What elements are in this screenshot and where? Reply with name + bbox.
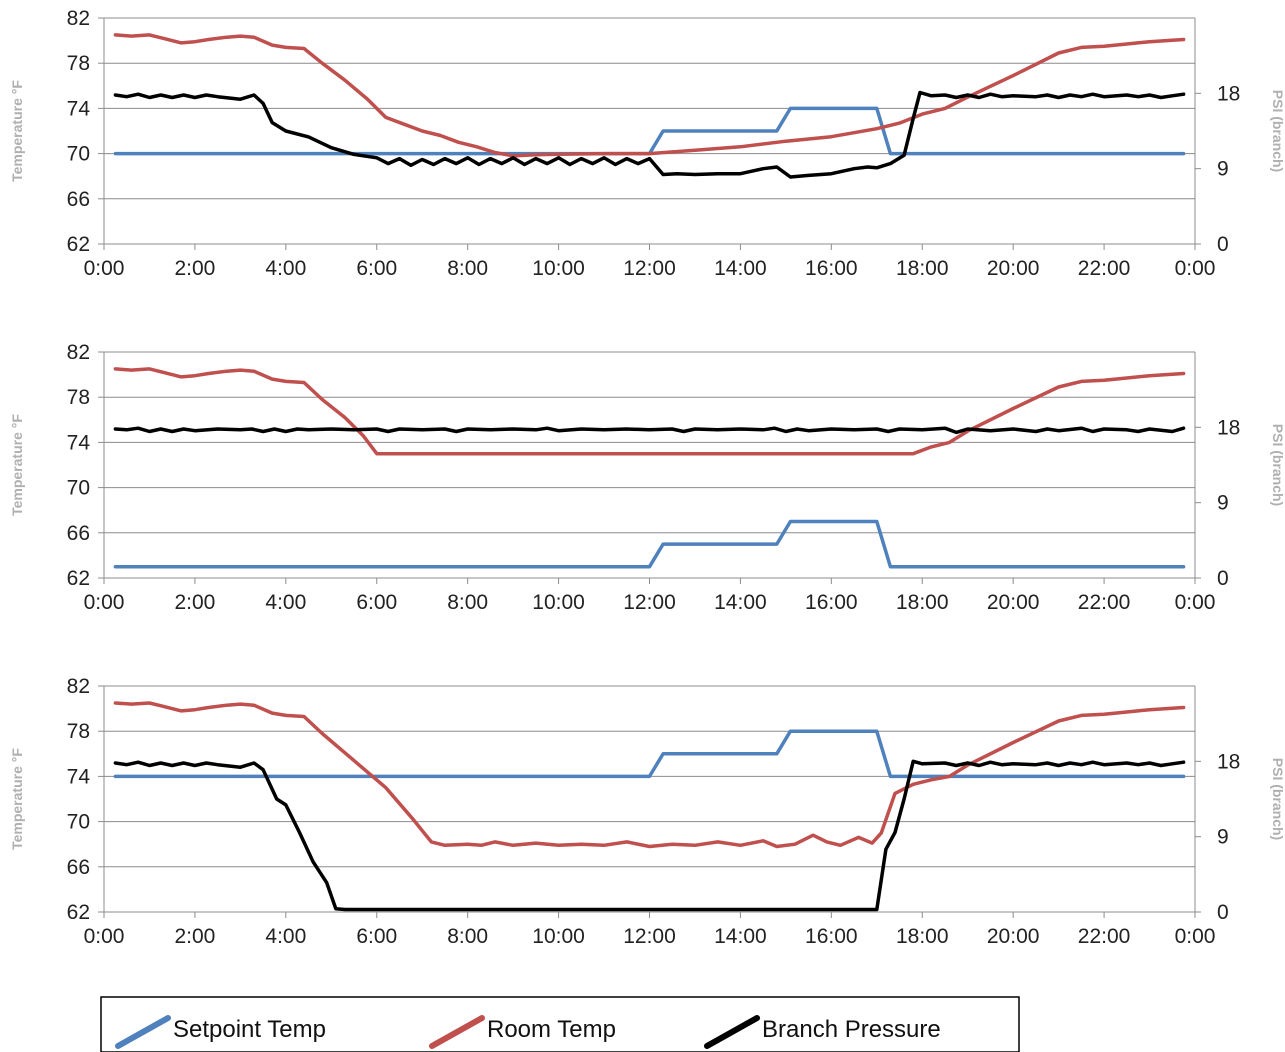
y-right-tick-label: 0: [1217, 233, 1229, 256]
y-left-tick-label: 66: [67, 522, 90, 545]
x-tick-label: 16:00: [805, 925, 858, 948]
legend-label: Room Temp: [487, 1016, 616, 1043]
setpoint-temp-line: [113, 729, 1186, 779]
y-right-tick-label: 0: [1217, 567, 1229, 590]
x-tick-label: 16:00: [805, 591, 858, 614]
x-tick-label: 18:00: [896, 925, 949, 948]
branch-pressure-line: [113, 426, 1186, 435]
x-tick-label: 20:00: [987, 591, 1040, 614]
x-tick-label: 22:00: [1078, 925, 1131, 948]
x-tick-label: 14:00: [714, 925, 767, 948]
x-tick-label: 0:00: [84, 925, 125, 948]
y-right-tick-label: 18: [1217, 416, 1240, 439]
x-tick-label: 18:00: [896, 591, 949, 614]
y-left-tick-label: 82: [67, 7, 90, 30]
x-tick-label: 2:00: [174, 591, 215, 614]
x-tick-label: 4:00: [265, 591, 306, 614]
x-tick-label: 14:00: [714, 591, 767, 614]
y-left-tick-label: 66: [67, 856, 90, 879]
legend-swatch: [429, 1015, 485, 1049]
legend-item-room-temp: Room Temp: [429, 1015, 616, 1049]
x-tick-label: 14:00: [714, 257, 767, 280]
x-tick-label: 0:00: [84, 591, 125, 614]
setpoint-temp-line: [113, 519, 1186, 569]
x-tick-label: 0:00: [1175, 257, 1216, 280]
y-right-tick-label: 9: [1217, 492, 1229, 515]
y-left-tick-label: 62: [67, 567, 90, 590]
y-right-tick-label: 0: [1217, 901, 1229, 924]
y-right-axis-title: PSI (branch): [1270, 758, 1285, 840]
y-left-tick-label: 82: [67, 341, 90, 364]
x-tick-label: 2:00: [174, 925, 215, 948]
y-left-tick-label: 70: [67, 477, 90, 500]
legend-label: Branch Pressure: [762, 1016, 941, 1043]
x-tick-label: 4:00: [265, 257, 306, 280]
x-tick-label: 6:00: [356, 925, 397, 948]
x-tick-label: 16:00: [805, 257, 858, 280]
x-tick-label: 6:00: [356, 591, 397, 614]
x-tick-label: 4:00: [265, 925, 306, 948]
x-tick-label: 12:00: [623, 591, 676, 614]
legend-label: Setpoint Temp: [173, 1016, 326, 1043]
y-right-axis-title: PSI (branch): [1270, 90, 1285, 172]
x-tick-label: 0:00: [84, 257, 125, 280]
legend-item-branch-pressure: Branch Pressure: [704, 1015, 941, 1049]
legend: Setpoint Temp Room Temp Branch Pressure: [100, 996, 1020, 1052]
y-right-tick-label: 9: [1217, 158, 1229, 181]
legend-item-setpoint-temp: Setpoint Temp: [115, 1015, 326, 1049]
room-temp-line: [113, 701, 1186, 849]
legend-frame: [100, 996, 1020, 1052]
y-left-tick-label: 82: [67, 675, 90, 698]
y-right-axis-title: PSI (branch): [1270, 424, 1285, 506]
x-tick-label: 10:00: [532, 257, 585, 280]
y-left-axis-title: Temperature °F: [9, 80, 25, 182]
y-right-tick-label: 18: [1217, 82, 1240, 105]
x-tick-label: 18:00: [896, 257, 949, 280]
x-tick-label: 6:00: [356, 257, 397, 280]
y-left-tick-label: 78: [67, 720, 90, 743]
y-right-tick-label: 9: [1217, 826, 1229, 849]
x-tick-label: 10:00: [532, 591, 585, 614]
y-left-axis-title: Temperature °F: [9, 748, 25, 850]
chart-panel-2: 62 66 70 74 78 82 0 9 18 0:00 2:00 4:00 6:00 8:00 10:0…: [9, 341, 1285, 614]
x-tick-label: 0:00: [1175, 925, 1216, 948]
x-tick-label: 22:00: [1078, 591, 1131, 614]
x-tick-label: 8:00: [447, 925, 488, 948]
y-left-tick-label: 66: [67, 188, 90, 211]
y-left-tick-label: 74: [67, 97, 91, 120]
chart-panel-3: 62 66 70 74 78 82 0 9 18 0:00 2:00 4:00 6:00 8:00 10:0…: [9, 675, 1285, 948]
x-tick-label: 0:00: [1175, 591, 1216, 614]
legend-swatch: [115, 1015, 171, 1049]
chart-panel-1: 62 66 70 74 78 82 0 9 18 0:00 2:00 4:00 6:00 8:00 10:0…: [9, 7, 1285, 280]
setpoint-temp-line: [113, 106, 1186, 156]
y-left-tick-label: 70: [67, 811, 90, 834]
y-left-tick-label: 62: [67, 901, 90, 924]
y-left-axis-title: Temperature °F: [9, 414, 25, 516]
y-left-tick-label: 70: [67, 143, 90, 166]
y-left-tick-label: 74: [67, 431, 91, 454]
x-tick-label: 12:00: [623, 925, 676, 948]
x-tick-label: 20:00: [987, 257, 1040, 280]
y-left-tick-label: 74: [67, 765, 91, 788]
x-tick-label: 12:00: [623, 257, 676, 280]
branch-pressure-line: [113, 759, 1186, 912]
x-tick-label: 22:00: [1078, 257, 1131, 280]
room-temp-line: [113, 33, 1186, 158]
y-left-tick-label: 62: [67, 233, 90, 256]
x-tick-label: 20:00: [987, 925, 1040, 948]
x-tick-label: 8:00: [447, 591, 488, 614]
y-left-tick-label: 78: [67, 52, 90, 75]
room-temp-line: [113, 367, 1186, 456]
x-tick-label: 8:00: [447, 257, 488, 280]
y-right-tick-label: 18: [1217, 750, 1240, 773]
legend-swatch: [704, 1015, 760, 1049]
x-tick-label: 2:00: [174, 257, 215, 280]
y-left-tick-label: 78: [67, 386, 90, 409]
x-tick-label: 10:00: [532, 925, 585, 948]
branch-pressure-line: [113, 90, 1186, 179]
